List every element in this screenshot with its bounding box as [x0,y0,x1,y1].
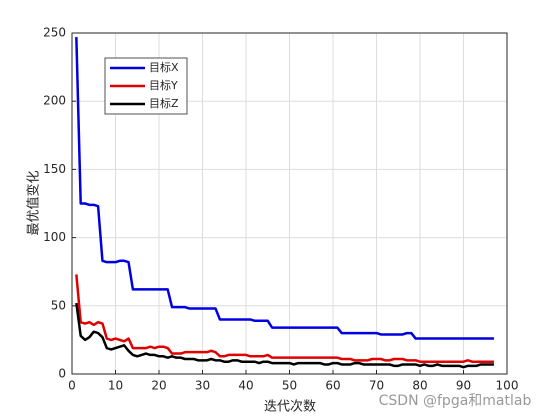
y-axis-label: 最优值变化 [26,170,42,235]
legend-label: 目标X [149,60,179,74]
y-tick-label: 50 [51,298,66,312]
x-tick-label: 30 [195,379,210,393]
y-tick-label: 250 [43,26,66,40]
data-line [75,302,494,369]
x-tick-label: 70 [369,379,384,393]
legend-label: 目标Y [149,78,178,92]
x-tick-label: 0 [68,379,76,393]
y-tick-label: 150 [43,162,66,176]
x-tick-label: 60 [325,379,340,393]
data-line [75,274,494,363]
x-tick-label: 80 [412,379,427,393]
x-tick-label: 50 [282,379,297,393]
data-line [75,37,494,340]
x-tick-label: 40 [238,379,253,393]
y-tick-label: 100 [43,230,66,244]
x-tick-label: 90 [456,379,471,393]
x-axis-label: 迭代次数 [264,399,316,415]
y-tick-label: 0 [58,367,66,381]
x-tick-label: 100 [496,379,519,393]
x-tick-label: 10 [108,379,123,393]
watermark: CSDN @fpga和matlab [379,393,532,409]
legend-label: 目标Z [149,96,179,110]
axes-box [71,32,508,375]
x-tick-label: 20 [151,379,166,393]
y-tick-label: 200 [43,94,66,108]
